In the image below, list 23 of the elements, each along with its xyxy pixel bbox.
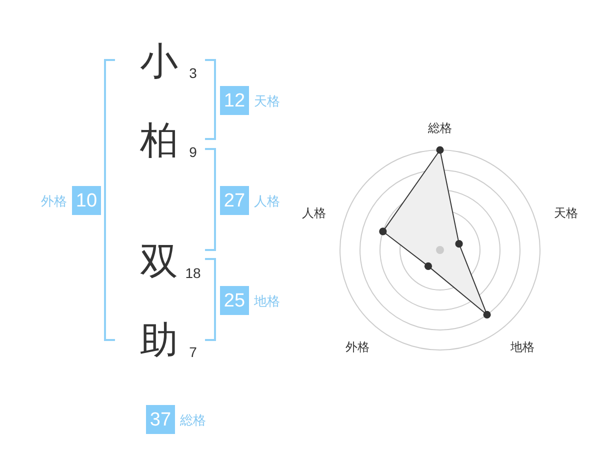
- category-label: 地格: [253, 294, 280, 308]
- spoke-label: 総格: [427, 121, 452, 135]
- data-label: 37: [150, 410, 172, 430]
- spoke-label: 外格: [345, 340, 370, 354]
- category-label: 双: [140, 241, 178, 283]
- category-label: 助: [140, 320, 178, 362]
- spoke-label: 地格: [510, 340, 535, 354]
- data-label: 7: [189, 344, 198, 360]
- spoke-label: 天格: [554, 206, 578, 220]
- data-label: 27: [224, 190, 246, 212]
- data-label: 25: [224, 290, 246, 312]
- category-label: 人格: [254, 194, 280, 208]
- category-label: 小: [140, 41, 178, 83]
- spoke-label: 人格: [302, 206, 326, 220]
- category-label: 天格: [254, 94, 280, 108]
- data-label: 3: [189, 65, 198, 81]
- data-label: 10: [76, 190, 98, 212]
- category-label: 総格: [179, 412, 206, 428]
- category-label: 外格: [41, 194, 67, 208]
- data-label: 12: [224, 90, 246, 112]
- data-label: 9: [189, 144, 198, 160]
- data-label: 18: [185, 265, 201, 281]
- category-label: 柏: [139, 120, 178, 162]
